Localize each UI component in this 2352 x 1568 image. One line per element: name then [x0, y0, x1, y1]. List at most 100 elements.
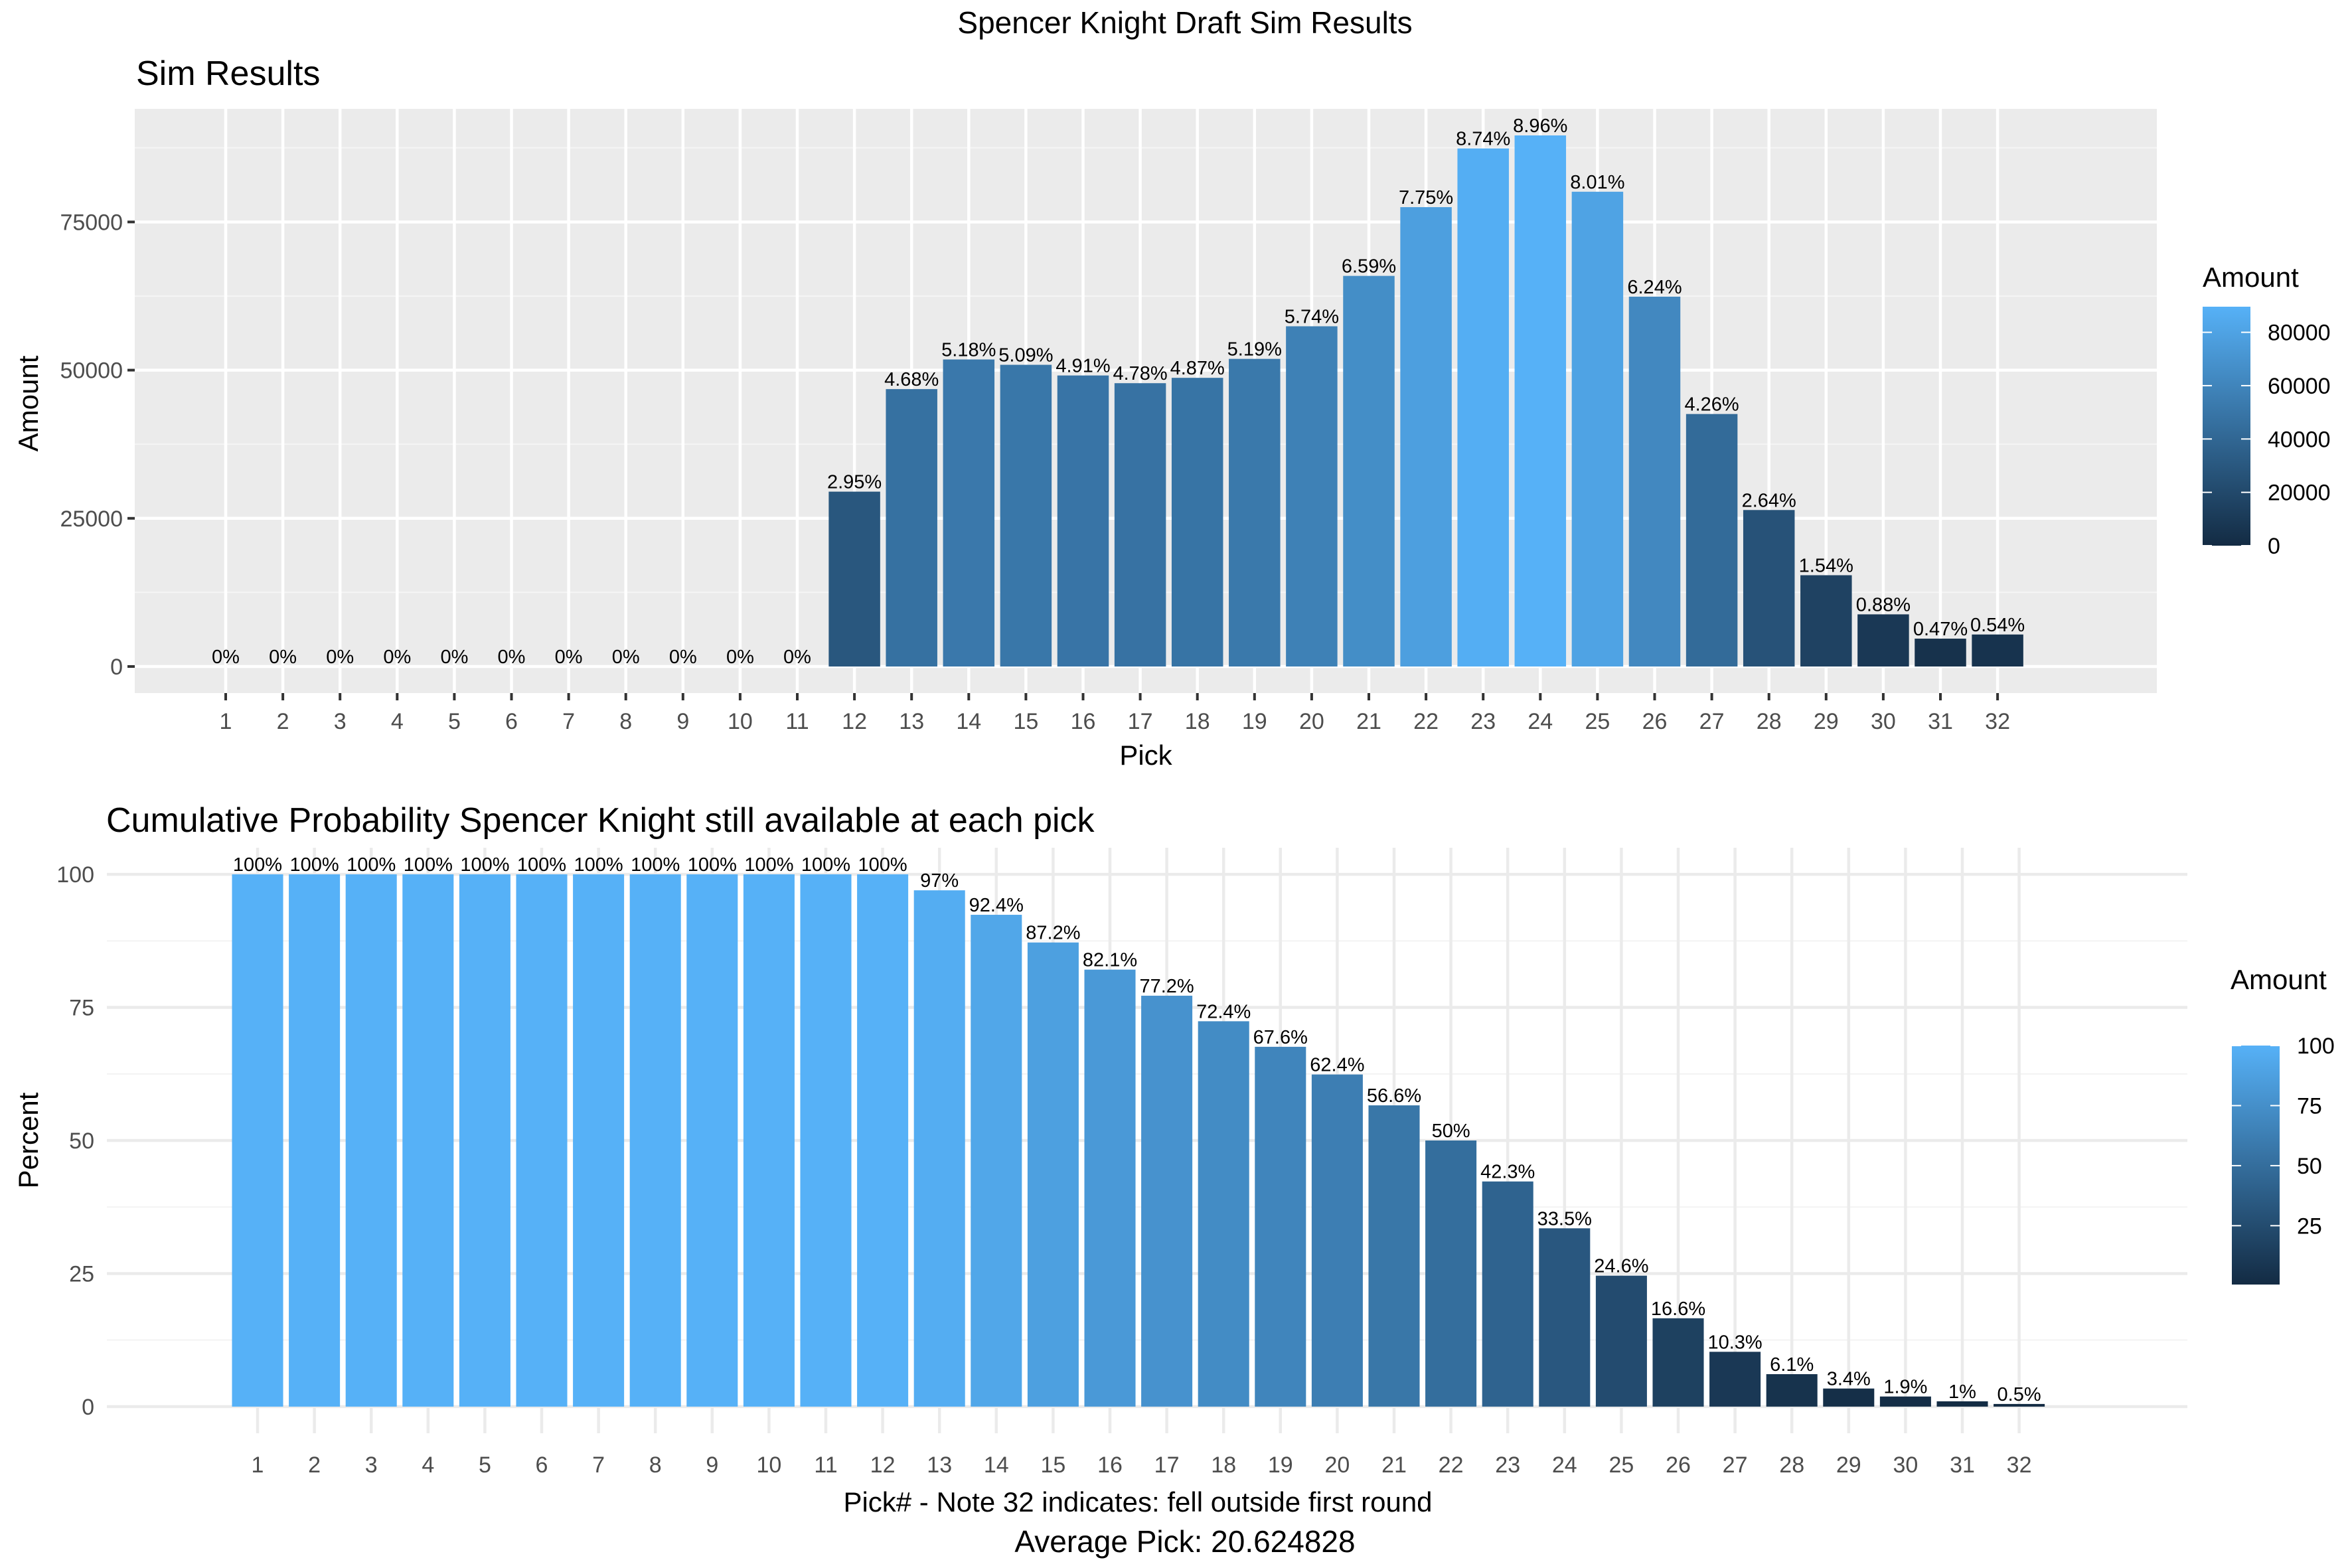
sim-results-x-tick-label: 6: [505, 709, 518, 734]
sim-results-bar-label: 0%: [326, 647, 354, 668]
cumulative-bar: [402, 874, 454, 1407]
sim-results-bar-label: 0%: [212, 647, 240, 668]
cumulative-bar-label: 100%: [574, 854, 623, 876]
sim-results-bar-label: 8.96%: [1513, 116, 1567, 137]
sim-results-x-tick-label: 10: [728, 709, 753, 734]
sim-results-x-tick-label: 2: [277, 709, 289, 734]
cumulative-x-tick-label: 10: [756, 1452, 781, 1478]
cumulative-y-tick-label: 0: [82, 1395, 94, 1420]
cumulative-bar-label: 97%: [920, 870, 959, 892]
sim-results-bar: [1857, 614, 1909, 666]
cumulative-bar-label: 100%: [290, 854, 339, 876]
cumulative-x-tick-label: 12: [870, 1452, 896, 1478]
cumulative-bar: [1709, 1352, 1761, 1407]
sim-results-bar-label: 5.18%: [941, 340, 996, 361]
cumulative-x-tick-label: 24: [1552, 1452, 1577, 1478]
average-pick-caption: Average Pick: 20.624828: [1014, 1524, 1355, 1559]
cumulative-x-tick-label: 17: [1154, 1452, 1180, 1478]
cumulative-bar: [1994, 1403, 2045, 1407]
sim-results-y-tick-label: 25000: [60, 507, 123, 532]
cumulative-legend-label: 25: [2297, 1214, 2322, 1239]
sim-results-bar: [1171, 378, 1223, 666]
sim-results-bar-label: 6.24%: [1627, 277, 1682, 298]
sim-results-bar-label: 4.87%: [1170, 358, 1225, 379]
sim-results-bar: [886, 389, 937, 666]
cumulative-bar-label: 10.3%: [1707, 1332, 1762, 1353]
cumulative-bar-label: 100%: [801, 854, 850, 876]
sim-results-x-tick-label: 16: [1071, 709, 1096, 734]
cumulative-bar: [1652, 1318, 1704, 1407]
cumulative-bar: [289, 874, 341, 1407]
sim-results-bar-label: 7.75%: [1399, 187, 1453, 208]
cumulative-bar: [1879, 1396, 1931, 1407]
cumulative-bar: [1766, 1373, 1818, 1407]
cumulative-x-tick-label: 18: [1211, 1452, 1236, 1478]
sim-results-x-tick-label: 26: [1642, 709, 1668, 734]
figure-title: Spencer Knight Draft Sim Results: [957, 5, 1412, 40]
sim-results-title: Sim Results: [136, 54, 320, 93]
cumulative-bar-label: 87.2%: [1026, 923, 1080, 944]
cumulative-x-tick-label: 32: [2007, 1452, 2032, 1478]
sim-results-x-tick-label: 27: [1699, 709, 1725, 734]
cumulative-bar-label: 100%: [347, 854, 396, 876]
sim-results-bar: [943, 359, 995, 666]
cumulative-bar-label: 33.5%: [1537, 1208, 1592, 1229]
sim-results-bar: [1057, 375, 1109, 666]
sim-results-legend-label: 20000: [2268, 481, 2331, 506]
cumulative-bar: [913, 890, 965, 1407]
cumulative-x-tick-label: 29: [1836, 1452, 1861, 1478]
cumulative-x-axis-title: Pick# - Note 32 indicates: fell outside …: [843, 1486, 1432, 1518]
sim-results-legend-label: 80000: [2268, 321, 2331, 346]
sim-results-x-tick-label: 8: [619, 709, 632, 734]
sim-results-x-tick-label: 4: [391, 709, 404, 734]
cumulative-bar: [1425, 1140, 1477, 1407]
sim-results-x-tick-label: 15: [1013, 709, 1038, 734]
sim-results-bar: [1915, 639, 1966, 666]
cumulative-legend-label: 100: [2297, 1034, 2335, 1059]
sim-results-bar-label: 8.74%: [1456, 129, 1510, 150]
cumulative-x-tick-label: 28: [1779, 1452, 1804, 1478]
sim-results-x-tick-label: 30: [1871, 709, 1896, 734]
sim-results-legend-colorbar: [2203, 307, 2250, 546]
cumulative-x-tick-label: 26: [1666, 1452, 1691, 1478]
cumulative-bar-label: 100%: [233, 854, 282, 876]
cumulative-bar: [1084, 969, 1136, 1407]
cumulative-bar-label: 42.3%: [1480, 1162, 1535, 1183]
sim-results-bar-label: 8.01%: [1570, 172, 1624, 193]
cumulative-legend-title: Amount: [2231, 964, 2327, 995]
cumulative-bar: [232, 874, 283, 1407]
cumulative-bar-label: 6.1%: [1770, 1354, 1814, 1375]
sim-results-bar-label: 0%: [555, 647, 583, 668]
sim-results-x-tick-label: 32: [1985, 709, 2010, 734]
cumulative-bar: [573, 874, 625, 1407]
sim-results-bar-label: 0%: [669, 647, 697, 668]
sim-results-x-tick-label: 29: [1814, 709, 1839, 734]
cumulative-y-tick-label: 75: [69, 996, 94, 1021]
sim-results-bar: [1114, 383, 1166, 666]
cumulative-y-tick-label: 25: [69, 1261, 94, 1287]
cumulative-bar-label: 0.5%: [1998, 1384, 2041, 1405]
sim-results-x-tick-label: 23: [1470, 709, 1496, 734]
cumulative-bar: [1823, 1388, 1875, 1407]
cumulative-x-tick-label: 6: [536, 1452, 548, 1478]
sim-results-x-tick-label: 5: [448, 709, 461, 734]
sim-results-bar-label: 4.68%: [884, 369, 939, 390]
sim-results-bar: [1343, 275, 1395, 666]
sim-results-bar-label: 4.78%: [1113, 363, 1167, 384]
cumulative-x-tick-label: 14: [984, 1452, 1009, 1478]
cumulative-bar: [629, 874, 681, 1407]
cumulative-bar-label: 67.6%: [1253, 1027, 1308, 1048]
cumulative-bar-label: 50%: [1432, 1121, 1470, 1142]
sim-results-y-tick-label: 0: [110, 655, 123, 680]
sim-results-bar: [1514, 135, 1567, 666]
sim-results-bar-label: 4.26%: [1684, 394, 1739, 416]
cumulative-legend-label: 75: [2297, 1093, 2322, 1119]
cumulative-x-tick-label: 15: [1040, 1452, 1065, 1478]
cumulative-bar: [857, 874, 909, 1407]
sim-results-bar-label: 5.19%: [1227, 339, 1282, 360]
cumulative-bar: [1027, 942, 1079, 1407]
cumulative-bar: [516, 874, 568, 1407]
